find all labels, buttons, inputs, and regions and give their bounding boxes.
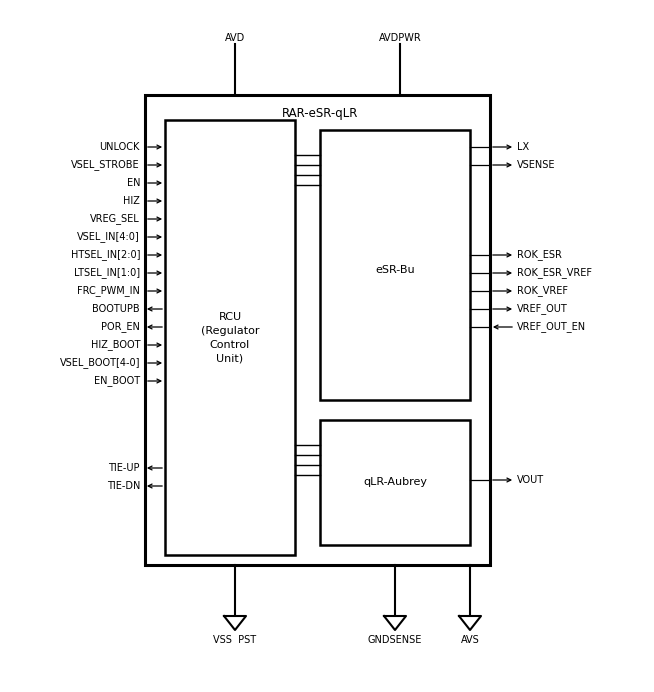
Polygon shape (384, 616, 406, 630)
Text: POR_EN: POR_EN (101, 322, 140, 332)
Text: TIE-DN: TIE-DN (107, 481, 140, 491)
Text: AVDPWR: AVDPWR (379, 33, 421, 43)
Text: LTSEL_IN[1:0]: LTSEL_IN[1:0] (74, 268, 140, 278)
Bar (320, 420, 470, 545)
Text: HIZ_BOOT: HIZ_BOOT (90, 340, 140, 350)
Text: UNLOCK: UNLOCK (99, 142, 140, 152)
Text: HIZ: HIZ (123, 196, 140, 206)
Text: VSEL_IN[4:0]: VSEL_IN[4:0] (77, 232, 140, 242)
Text: VSS  PST: VSS PST (213, 635, 256, 645)
Text: ROK_ESR_VREF: ROK_ESR_VREF (517, 268, 592, 278)
Text: EN: EN (126, 178, 140, 188)
Text: GNDSENSE: GNDSENSE (368, 635, 422, 645)
Text: TIE-UP: TIE-UP (109, 463, 140, 473)
Bar (320, 130, 470, 400)
Text: AVS: AVS (460, 635, 479, 645)
Text: VREF_OUT: VREF_OUT (517, 304, 568, 314)
Text: (Regulator: (Regulator (201, 325, 259, 336)
Text: Unit): Unit) (216, 354, 243, 363)
Text: qLR-Aubrey: qLR-Aubrey (363, 477, 427, 487)
Bar (145, 95, 490, 565)
Text: VREG_SEL: VREG_SEL (90, 214, 140, 224)
Text: ROK_ESR: ROK_ESR (517, 250, 562, 260)
Text: EN_BOOT: EN_BOOT (94, 376, 140, 386)
Text: ROK_VREF: ROK_VREF (517, 286, 568, 296)
Text: FRC_PWM_IN: FRC_PWM_IN (77, 286, 140, 296)
Text: VSENSE: VSENSE (517, 160, 555, 170)
Text: RAR-eSR-qLR: RAR-eSR-qLR (282, 107, 358, 120)
Text: eSR-Bu: eSR-Bu (375, 265, 415, 275)
Text: RCU: RCU (218, 311, 241, 322)
Text: Control: Control (210, 340, 250, 349)
Bar (165, 120, 295, 555)
Text: LX: LX (517, 142, 529, 152)
Text: VOUT: VOUT (517, 475, 544, 485)
Polygon shape (459, 616, 481, 630)
Polygon shape (224, 616, 246, 630)
Text: HTSEL_IN[2:0]: HTSEL_IN[2:0] (71, 250, 140, 260)
Text: VSEL_BOOT[4-0]: VSEL_BOOT[4-0] (60, 358, 140, 368)
Text: BOOTUPB: BOOTUPB (92, 304, 140, 314)
Text: VSEL_STROBE: VSEL_STROBE (71, 160, 140, 170)
Text: AVD: AVD (225, 33, 245, 43)
Text: VREF_OUT_EN: VREF_OUT_EN (517, 322, 586, 332)
